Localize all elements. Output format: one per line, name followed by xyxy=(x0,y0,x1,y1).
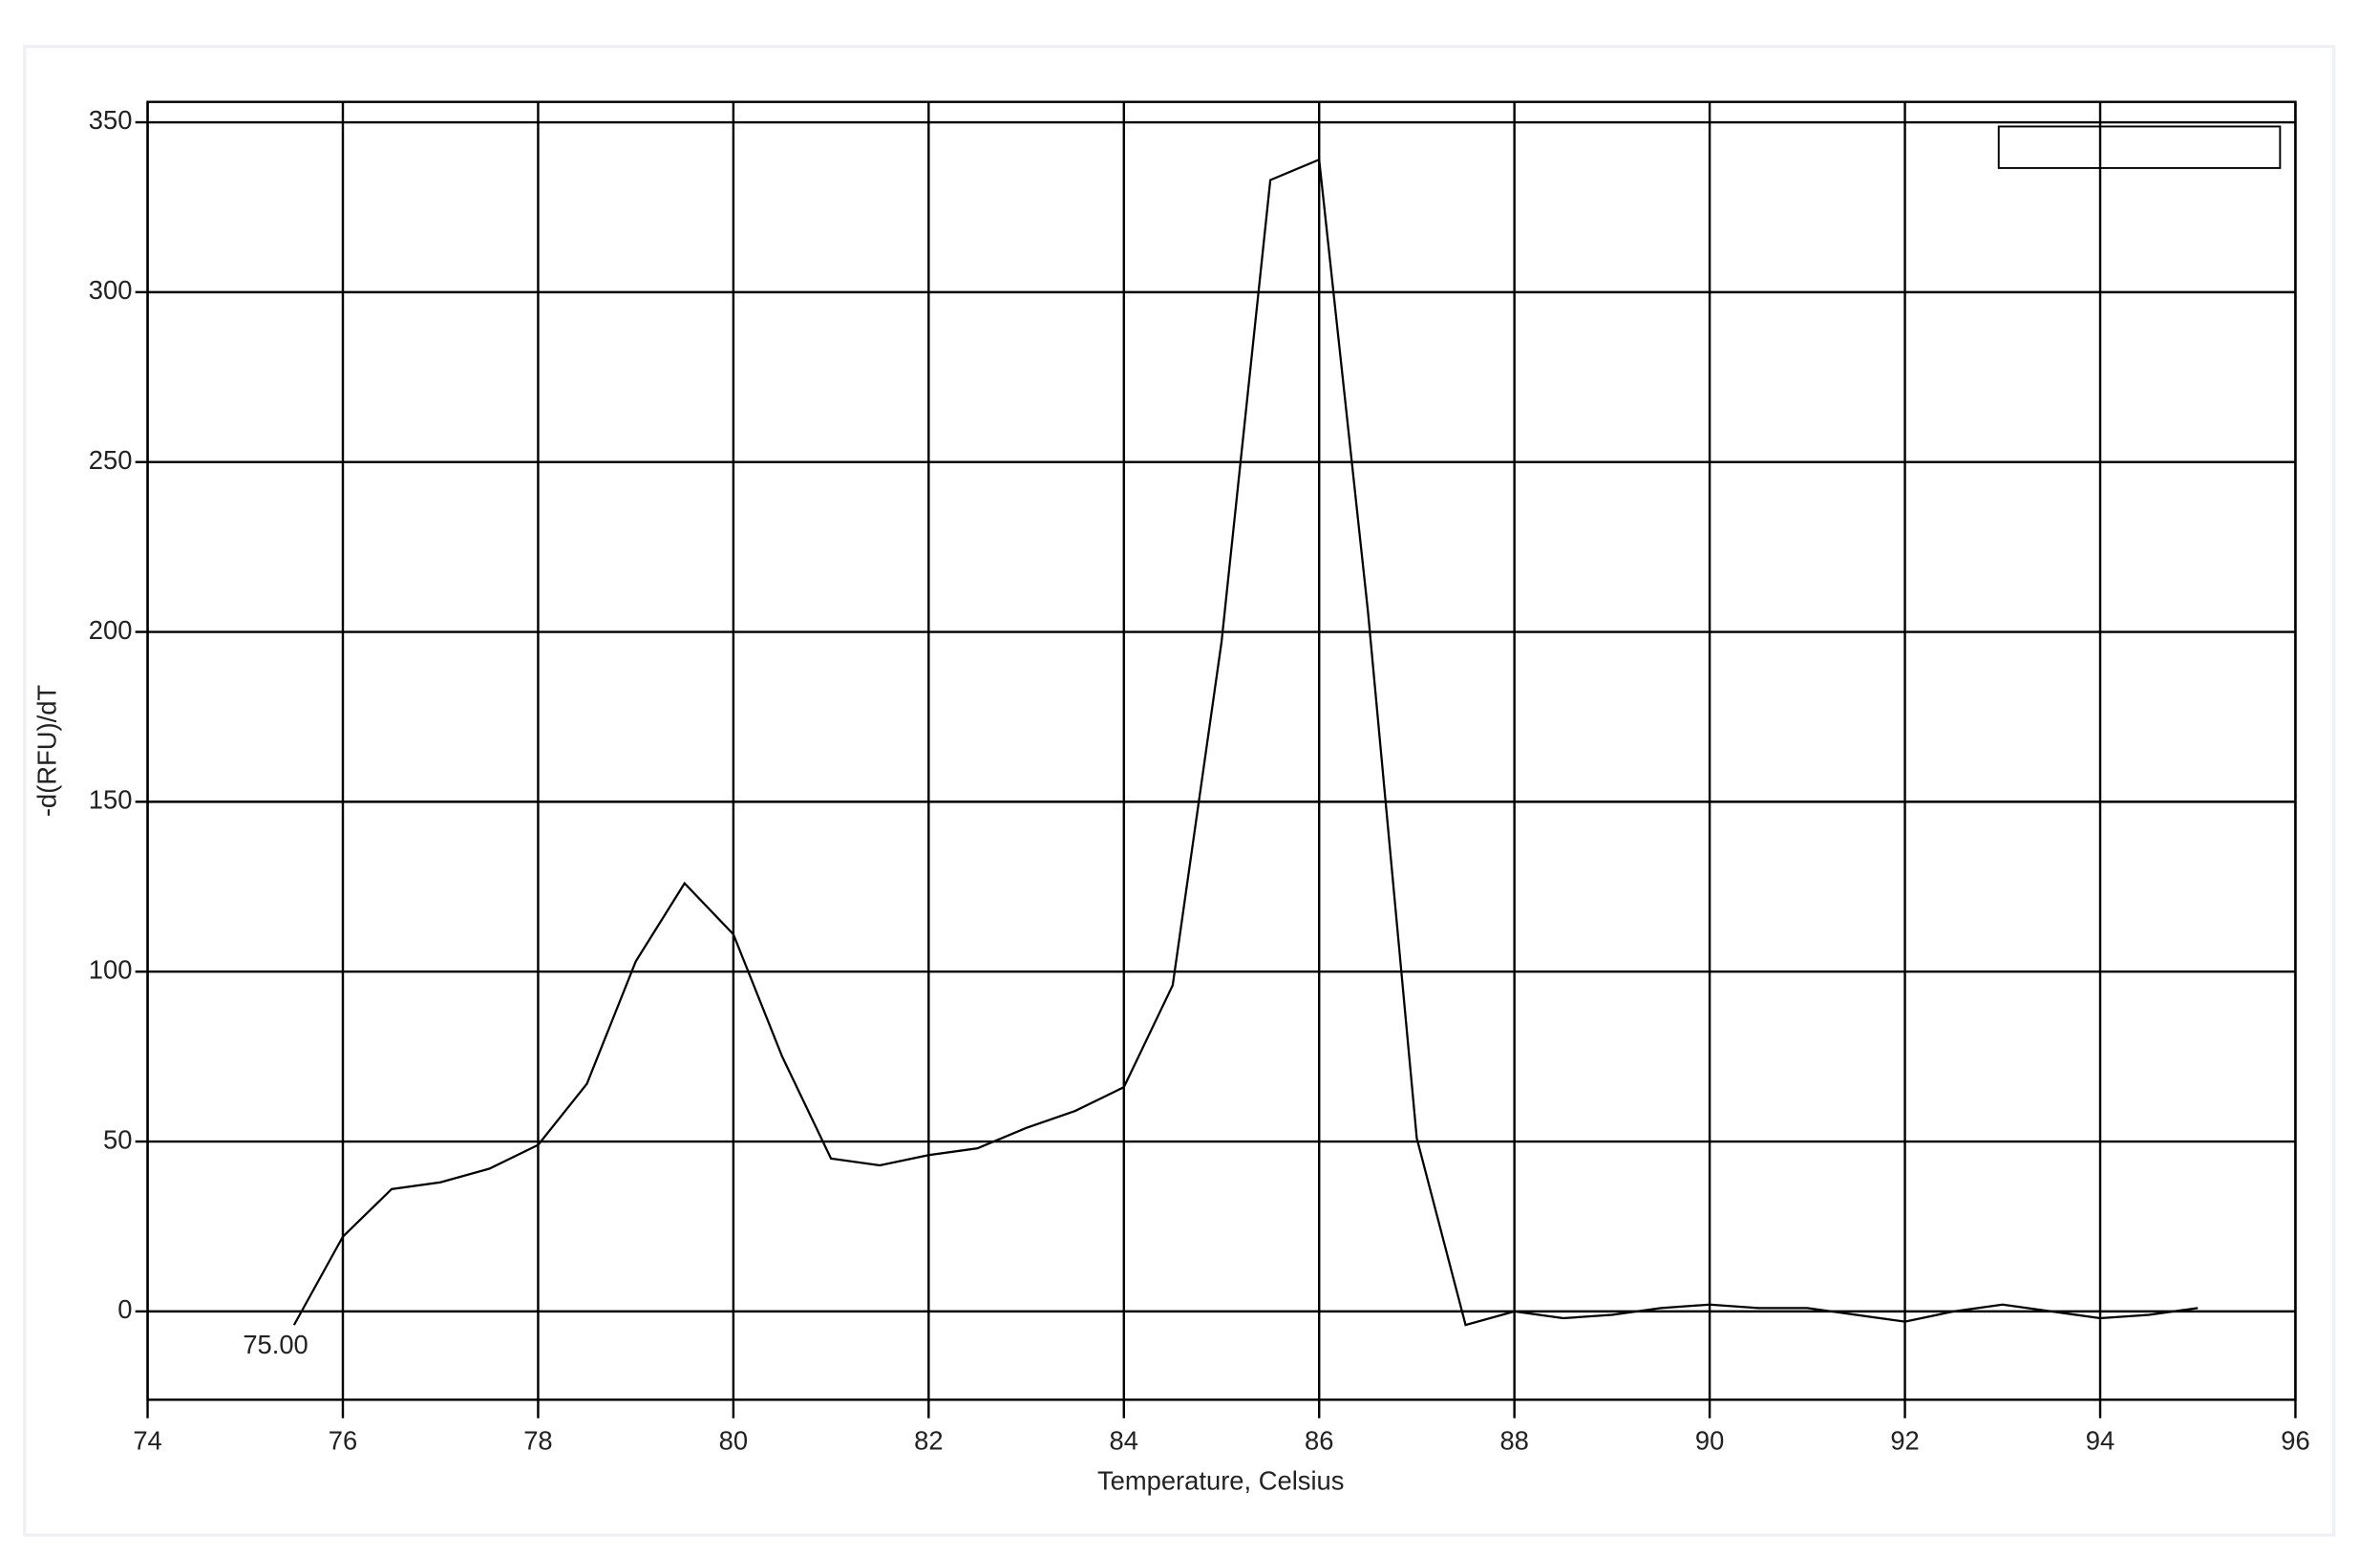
x-tick-label: 76 xyxy=(329,1426,357,1456)
y-tick-label: 350 xyxy=(89,105,133,135)
x-tick-label: 74 xyxy=(133,1426,161,1456)
x-tick-label: 82 xyxy=(914,1426,943,1456)
y-tick-label: 50 xyxy=(103,1124,132,1154)
y-tick-label: 150 xyxy=(89,785,133,815)
x-tick-label: 86 xyxy=(1305,1426,1333,1456)
x-tick-label: 78 xyxy=(523,1426,552,1456)
y-tick-label: 200 xyxy=(89,615,133,645)
x-tick-label: 80 xyxy=(719,1426,748,1456)
y-axis-label: -d(RFU)/dT xyxy=(32,685,62,818)
x-tick-label: 92 xyxy=(1890,1426,1919,1456)
y-tick-label: 0 xyxy=(117,1294,132,1324)
y-tick-label: 250 xyxy=(89,445,133,475)
frame xyxy=(23,45,2336,1537)
x-axis-label: Temperature, Celsius xyxy=(1097,1466,1345,1496)
x-tick-label: 88 xyxy=(1499,1426,1528,1456)
x-tick-label: 96 xyxy=(2281,1426,2309,1456)
y-tick-label: 100 xyxy=(89,954,133,984)
x-tick-label: 90 xyxy=(1695,1426,1724,1456)
y-tick-label: 300 xyxy=(89,275,133,305)
x-tick-label: 94 xyxy=(2086,1426,2114,1456)
annotation: 75.00 xyxy=(243,1330,308,1359)
x-tick-label: 84 xyxy=(1110,1426,1138,1456)
data-line xyxy=(292,158,2199,1327)
legend-box xyxy=(1997,125,2282,169)
